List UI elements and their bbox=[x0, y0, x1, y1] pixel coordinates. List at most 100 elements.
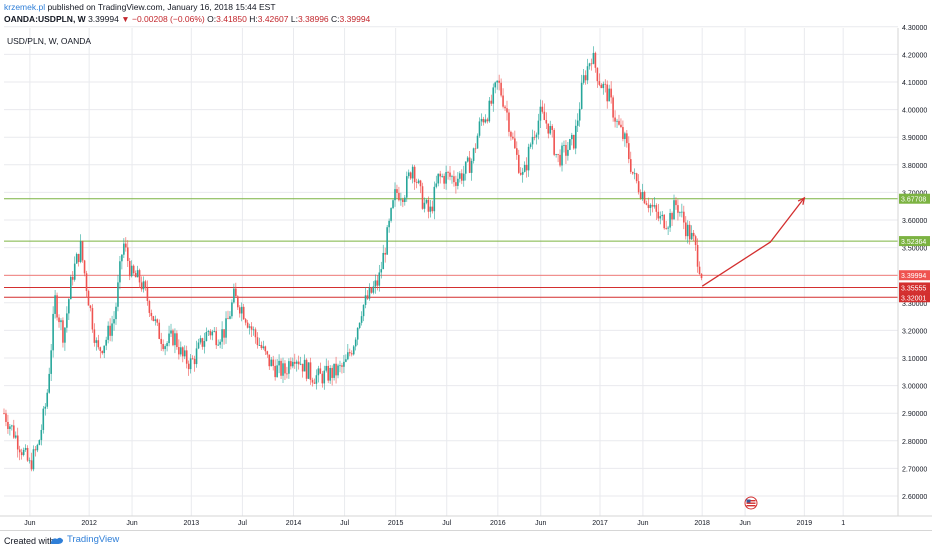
candle bbox=[596, 67, 599, 88]
candle bbox=[319, 362, 322, 374]
candle bbox=[582, 69, 585, 85]
candle bbox=[290, 357, 292, 370]
candle bbox=[311, 377, 314, 387]
candle bbox=[170, 323, 172, 337]
candle bbox=[671, 211, 673, 226]
projection-arrow-line[interactable] bbox=[701, 197, 805, 287]
candle bbox=[451, 174, 453, 184]
candle bbox=[219, 339, 221, 349]
candle bbox=[659, 211, 662, 225]
time-axis[interactable] bbox=[0, 516, 932, 530]
time-tick-label: Jun bbox=[535, 520, 546, 527]
candle bbox=[643, 190, 646, 205]
candle bbox=[592, 46, 595, 65]
price-tick-label: 3.60000 bbox=[902, 218, 927, 225]
candle bbox=[305, 358, 308, 382]
author-link[interactable]: krzemek.pl bbox=[4, 2, 46, 12]
candle bbox=[138, 268, 141, 288]
candle bbox=[297, 355, 300, 370]
candle bbox=[439, 170, 441, 184]
candle bbox=[140, 276, 143, 292]
candle bbox=[176, 330, 178, 350]
candle bbox=[337, 363, 339, 379]
candle bbox=[16, 427, 19, 458]
candle bbox=[97, 334, 100, 350]
candle bbox=[233, 283, 235, 304]
candle bbox=[360, 311, 363, 326]
candle bbox=[694, 234, 697, 251]
candle bbox=[417, 178, 420, 185]
candle bbox=[109, 318, 111, 342]
candle bbox=[376, 275, 379, 291]
candle bbox=[280, 358, 282, 379]
tradingview-brand-text: TradingView bbox=[67, 534, 120, 545]
candle bbox=[240, 302, 243, 322]
candle bbox=[144, 279, 147, 291]
candle bbox=[237, 295, 239, 310]
time-tick-label: 2014 bbox=[286, 520, 302, 527]
candle bbox=[378, 264, 381, 292]
candle bbox=[58, 314, 60, 328]
candle bbox=[616, 118, 618, 129]
candle bbox=[580, 74, 583, 110]
time-tick-label: 2019 bbox=[797, 520, 813, 527]
candle bbox=[478, 117, 481, 138]
candle bbox=[325, 358, 328, 373]
candle bbox=[415, 178, 418, 189]
candle bbox=[567, 141, 569, 161]
candle bbox=[504, 105, 506, 111]
candle bbox=[231, 299, 233, 319]
candle bbox=[490, 94, 493, 106]
candle bbox=[89, 304, 92, 312]
candle bbox=[187, 360, 190, 376]
candle bbox=[394, 182, 396, 207]
time-axis-ticks: Jun 2012 Jun 2013 Jul 2014 Jul 2015 Jul 2016 Jun 20… bbox=[24, 520, 845, 527]
candle bbox=[639, 189, 642, 200]
projection-arrow[interactable] bbox=[701, 196, 806, 287]
candle bbox=[201, 337, 204, 350]
time-tick-label: Jun bbox=[637, 520, 648, 527]
tradingview-brand[interactable]: TradingView bbox=[50, 534, 119, 545]
candle bbox=[148, 299, 151, 317]
candle bbox=[486, 117, 489, 124]
candle bbox=[411, 164, 414, 184]
candle bbox=[645, 200, 648, 206]
candle bbox=[73, 256, 76, 282]
candle bbox=[9, 424, 11, 436]
candle bbox=[480, 113, 483, 126]
candle bbox=[242, 303, 245, 320]
candle bbox=[535, 132, 538, 145]
candle bbox=[549, 120, 552, 136]
candle bbox=[500, 78, 502, 98]
price-level-tag bbox=[899, 193, 930, 204]
candle bbox=[565, 140, 567, 164]
candle bbox=[11, 424, 13, 431]
candle bbox=[494, 81, 497, 94]
candle bbox=[48, 367, 50, 394]
candle bbox=[327, 360, 329, 384]
candle bbox=[600, 83, 603, 89]
candle bbox=[620, 118, 622, 129]
symbol-label[interactable]: OANDA:USDPLN, W bbox=[4, 14, 86, 24]
candle bbox=[235, 282, 237, 297]
candle bbox=[441, 173, 443, 178]
candle bbox=[278, 354, 280, 374]
candle bbox=[172, 328, 174, 347]
candle bbox=[437, 173, 440, 187]
candle bbox=[602, 81, 605, 95]
price-chart[interactable]: 2.60000 2.70000 2.80000 2.90000 3.00000 3.100… bbox=[0, 0, 932, 530]
candle bbox=[105, 336, 107, 351]
candle bbox=[166, 341, 168, 352]
candle bbox=[368, 283, 371, 301]
candle bbox=[303, 354, 306, 372]
candle bbox=[604, 79, 607, 93]
open-value: 3.41850 bbox=[216, 14, 247, 24]
candle bbox=[292, 357, 294, 369]
candle bbox=[584, 70, 587, 85]
candle bbox=[555, 153, 557, 158]
events-flag-icon[interactable] bbox=[744, 496, 758, 510]
created-with-text: Created with bbox=[4, 536, 55, 546]
candle bbox=[136, 265, 139, 278]
candle bbox=[227, 310, 229, 320]
candle bbox=[256, 332, 259, 349]
